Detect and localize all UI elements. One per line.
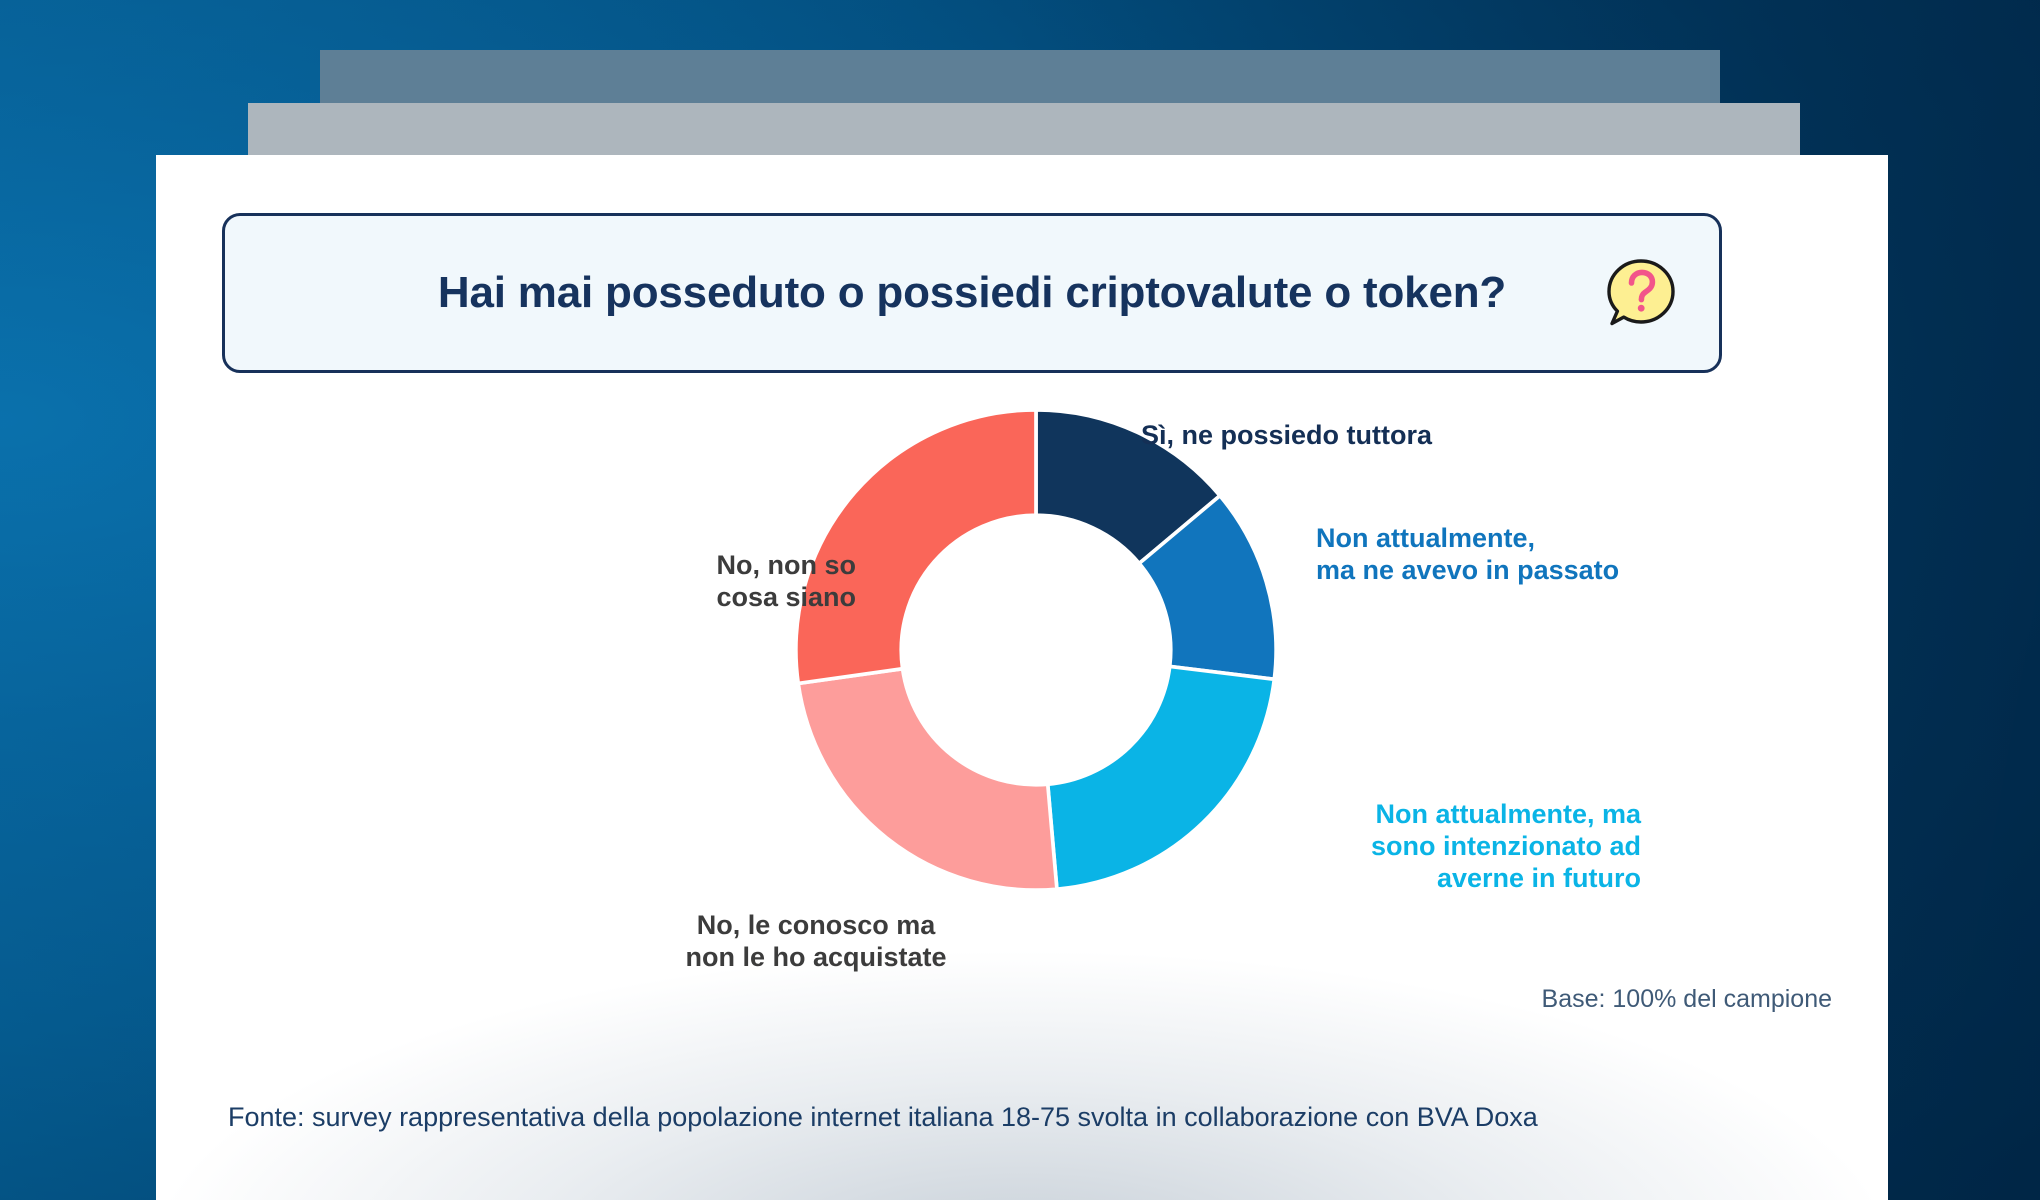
chart-area: Sì, ne possiedo tuttora Non attualmente,…	[156, 390, 1888, 1030]
slice-label-non-so-cosa-siano: No, non so cosa siano	[716, 550, 856, 612]
donut-slices	[794, 408, 1278, 892]
question-banner: Hai mai posseduto o possiedi criptovalut…	[222, 213, 1722, 373]
donut-slice[interactable]	[796, 666, 1059, 892]
base-note: Base: 100% del campione	[1541, 985, 1832, 1013]
donut-chart	[794, 408, 1278, 892]
page-title: Hai mai posseduto o possiedi criptovalut…	[437, 268, 1507, 317]
question-mark-bubble-icon[interactable]	[1603, 255, 1679, 331]
slice-label-si-possiedo: Sì, ne possiedo tuttora	[1141, 420, 1433, 450]
slice-label-conosco-non-acquistate: No, le conosco ma non le ho acquistate	[685, 910, 947, 972]
donut-slice[interactable]	[794, 408, 1038, 686]
slice-label-intenzionato-futuro: Non attualmente, ma sono intenzionato ad…	[1371, 799, 1641, 893]
donut-slice[interactable]	[1045, 664, 1277, 892]
source-note: Fonte: survey rappresentativa della popo…	[228, 1102, 1538, 1132]
slice-label-avevo-in-passato: Non attualmente, ma ne avevo in passato	[1316, 523, 1620, 585]
